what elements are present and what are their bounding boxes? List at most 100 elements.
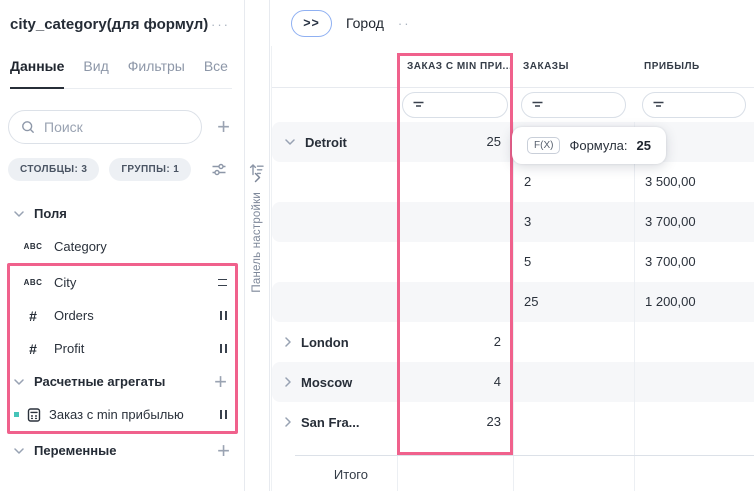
group-label: Переменные <box>34 443 117 458</box>
dimension-menu-icon[interactable]: ·· <box>397 15 411 31</box>
table-row-detail: 5 3 700,00 <box>272 242 754 282</box>
chevron-right-icon[interactable] <box>285 417 291 427</box>
group-variables[interactable]: Переменные + <box>0 434 244 467</box>
highlight-frame-fields: ABC City # Orders # Profit Расчетные агр… <box>7 263 238 434</box>
column-header-profit[interactable]: ПРИБЫЛЬ <box>644 61 700 72</box>
chevron-right-icon <box>254 172 261 183</box>
cell-orders: 2 <box>513 162 634 202</box>
search-field[interactable] <box>8 110 203 144</box>
sidebar-header: city_category(для формул) ··· <box>10 16 230 34</box>
chevron-down-icon <box>14 378 24 385</box>
row-label: Detroit <box>305 134 347 150</box>
cell-profit: 3 700,00 <box>634 242 754 282</box>
table-total-row: Итого <box>272 456 754 491</box>
columns-count-chip[interactable]: СТОЛБЦЫ: 3 <box>8 158 100 181</box>
bars-indicator-icon <box>220 311 227 320</box>
filter-input-order-min-profit[interactable] <box>430 98 507 112</box>
pivot-table: ЗАКАЗ С MIN ПРИ... ЗАКАЗЫ ПРИБЫЛЬ <box>271 46 754 491</box>
field-label: Orders <box>54 308 94 323</box>
table-row-group-london[interactable]: London 2 <box>272 322 754 362</box>
groups-count-chip[interactable]: ГРУППЫ: 1 <box>109 158 192 181</box>
row-dimension-title: Город <box>346 15 384 31</box>
table-row-group-moscow[interactable]: Moscow 4 <box>272 362 754 402</box>
cell-orders: 5 <box>513 242 634 282</box>
settings-panel-strip[interactable]: Панель настройки <box>245 0 270 491</box>
chips-row: СТОЛБЦЫ: 3 ГРУППЫ: 1 <box>8 158 264 181</box>
cell-orders <box>513 362 634 402</box>
field-item-city[interactable]: ABC City <box>10 266 235 299</box>
cell-profit: 3 700,00 <box>634 202 754 242</box>
chevron-right-icon[interactable] <box>285 377 291 387</box>
field-item-orders[interactable]: # Orders <box>10 299 235 332</box>
sidebar-tabs: Данные Вид Фильтры Все <box>10 58 232 89</box>
pivot-area: >> Город ·· ЗАКАЗ С MIN ПРИ... ЗАКАЗЫ ПР… <box>270 0 754 491</box>
total-agg <box>397 456 513 491</box>
field-item-order-min-profit[interactable]: Заказ с min прибылью <box>10 398 235 431</box>
group-label: Расчетные агрегаты <box>34 374 166 389</box>
table-row-group-sanfrancisco[interactable]: San Fra... 23 <box>272 402 754 442</box>
cell-orders <box>513 322 634 362</box>
chevron-down-icon[interactable] <box>285 139 295 145</box>
cell-profit: 1 200,00 <box>634 282 754 322</box>
filter-row <box>272 88 754 122</box>
formula-tooltip: F(X) Формула: 25 <box>512 127 666 164</box>
filter-field-orders[interactable] <box>521 92 626 118</box>
filter-field-profit[interactable] <box>642 92 746 118</box>
cell-agg <box>397 202 513 242</box>
cell-agg <box>397 242 513 282</box>
cell-agg: 23 <box>397 402 513 442</box>
table-row-spacer <box>272 442 754 455</box>
filter-icon <box>413 101 424 109</box>
calculator-icon <box>27 407 41 422</box>
filter-icon <box>653 101 664 109</box>
expand-all-button[interactable]: >> <box>291 9 332 37</box>
total-orders <box>513 456 634 491</box>
fx-badge: F(X) <box>527 137 561 154</box>
search-input[interactable] <box>44 119 190 135</box>
add-field-button[interactable]: + <box>217 114 230 139</box>
table-row-detail: 3 3 700,00 <box>272 202 754 242</box>
group-label: Поля <box>34 206 67 221</box>
table-row-detail: 25 1 200,00 <box>272 282 754 322</box>
field-item-category[interactable]: ABC Category <box>0 230 244 263</box>
filter-input-orders[interactable] <box>549 98 625 112</box>
tab-view[interactable]: Вид <box>83 58 109 74</box>
field-label: Profit <box>54 341 85 356</box>
chevron-down-icon <box>14 210 24 217</box>
sliders-settings-icon[interactable] <box>211 162 227 177</box>
cell-orders <box>513 402 634 442</box>
tab-filters[interactable]: Фильтры <box>127 58 185 74</box>
cell-agg <box>397 282 513 322</box>
pivot-topbar: >> Город ·· <box>270 0 754 46</box>
equals-indicator-icon <box>218 279 227 286</box>
total-label: Итого <box>333 466 368 482</box>
column-header-order-min-profit[interactable]: ЗАКАЗ С MIN ПРИ... <box>407 61 513 72</box>
chevron-right-icon[interactable] <box>285 337 291 347</box>
total-profit <box>634 456 754 491</box>
column-header-orders[interactable]: ЗАКАЗЫ <box>523 61 569 72</box>
text-type-icon: ABC <box>23 278 43 287</box>
table-row-detail: 2 3 500,00 <box>272 162 754 202</box>
group-fields[interactable]: Поля <box>0 197 244 230</box>
filter-cell-spacer <box>272 88 397 122</box>
more-options-icon[interactable]: ··· <box>211 17 230 32</box>
fields-tree: Поля ABC Category ABC City # Orders # Pr… <box>0 197 244 467</box>
cell-agg: 25 <box>397 122 513 162</box>
row-label: Moscow <box>301 374 353 390</box>
bars-indicator-icon <box>220 410 227 419</box>
filter-input-profit[interactable] <box>670 98 745 112</box>
group-calculated-aggregates[interactable]: Расчетные агрегаты + <box>10 365 235 398</box>
cell-profit <box>634 402 754 442</box>
field-item-profit[interactable]: # Profit <box>10 332 235 365</box>
filter-field-order-min-profit[interactable] <box>402 92 508 118</box>
tab-all[interactable]: Все <box>203 58 228 74</box>
add-aggregate-button[interactable]: + <box>214 368 227 394</box>
tab-data[interactable]: Данные <box>10 58 65 89</box>
row-label: San Fra... <box>301 414 360 430</box>
sort-icon[interactable] <box>249 163 264 176</box>
field-label: City <box>54 275 77 290</box>
row-label: London <box>301 334 349 350</box>
add-variable-button[interactable]: + <box>217 437 230 463</box>
tooltip-value: 25 <box>636 138 651 153</box>
total-separator <box>295 455 754 456</box>
